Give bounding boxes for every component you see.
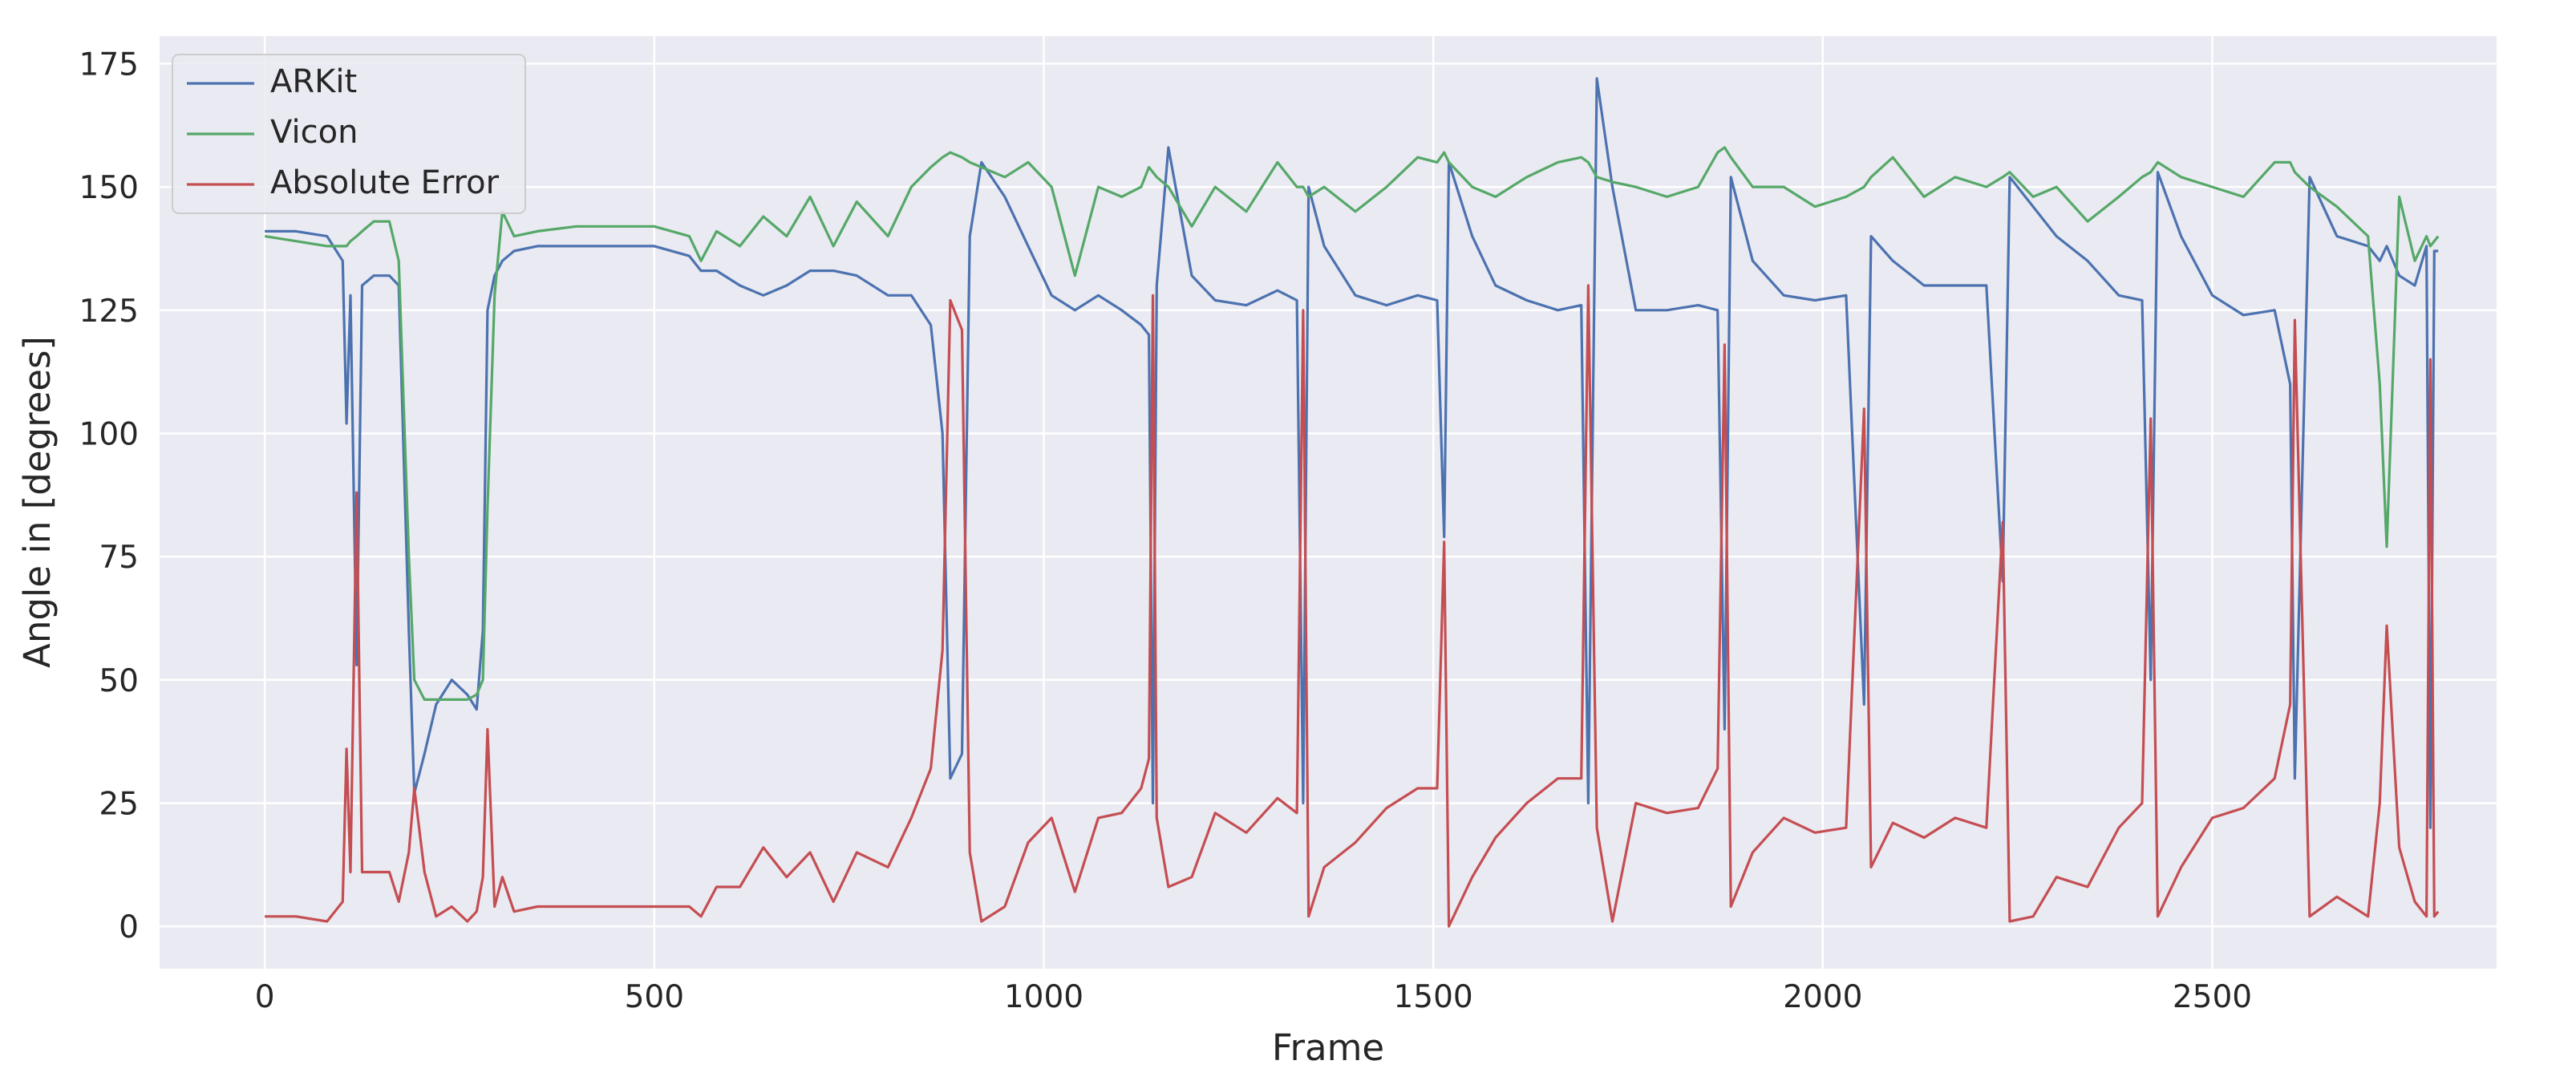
y-tick-label: 50	[99, 663, 139, 699]
x-tick-label: 500	[625, 979, 684, 1015]
x-tick-label: 1000	[1004, 979, 1083, 1015]
y-tick-label: 175	[79, 47, 139, 83]
legend: ARKit Vicon Absolute Error	[172, 54, 526, 214]
grid	[160, 36, 2497, 969]
x-tick-label: 2500	[2173, 979, 2252, 1015]
y-tick-label: 100	[79, 416, 139, 452]
y-tick-label: 75	[99, 540, 139, 576]
series-line	[265, 77, 2439, 829]
legend-label: Vicon	[270, 114, 358, 151]
x-tick-label: 2000	[1783, 979, 1862, 1015]
series-line	[265, 284, 2440, 928]
lines	[264, 77, 2440, 928]
y-tick-label: 125	[79, 294, 139, 330]
y-tick-label: 0	[119, 909, 139, 945]
legend-label: Absolute Error	[270, 164, 500, 201]
legend-box	[172, 54, 526, 214]
series-line	[264, 146, 2440, 701]
legend-label: ARKit	[270, 63, 357, 100]
y-tick-label: 150	[79, 170, 139, 206]
y-axis-label: Angle in [degrees]	[16, 336, 59, 668]
x-tick-label: 0	[255, 979, 275, 1015]
ticks: 0 500 1000 1500 2000 2500 0 25 50 75 100 125 150 175	[79, 47, 2253, 1015]
x-axis-label: Frame	[1272, 1026, 1384, 1069]
y-tick-label: 25	[99, 786, 139, 822]
x-tick-label: 1500	[1393, 979, 1472, 1015]
